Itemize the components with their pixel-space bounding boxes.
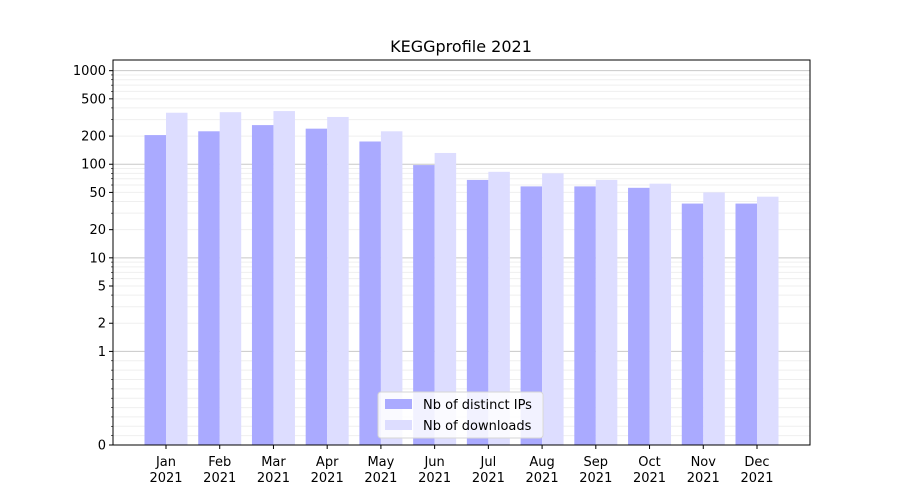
x-tick-label-month: Feb (208, 455, 231, 470)
bar-downloads-sep (595, 179, 618, 445)
y-tick-label: 500 (81, 92, 106, 107)
bar-downloads-dec (757, 196, 779, 445)
y-tick-label: 1 (98, 345, 106, 360)
bar-distinct-ips-jan (144, 135, 166, 445)
bar-downloads-jul (488, 171, 510, 445)
y-tick-label: 50 (89, 186, 106, 201)
bar-distinct-ips-nov (681, 203, 704, 445)
bar-distinct-ips-dec (735, 203, 757, 445)
bar-downloads-feb (219, 112, 242, 445)
x-tick-label-month: May (367, 455, 394, 470)
bar-downloads-apr (327, 116, 349, 446)
y-tick-label: 1000 (73, 64, 106, 79)
bar-distinct-ips-jul (466, 179, 489, 445)
x-tick-label-month: Oct (638, 455, 660, 470)
x-tick-label-year: 2021 (687, 471, 720, 486)
bar-distinct-ips-feb (198, 131, 220, 445)
bar-downloads-nov (703, 192, 725, 445)
x-tick-label-year: 2021 (149, 471, 182, 486)
x-tick-label-month: Dec (744, 455, 769, 470)
x-tick-label-month: Apr (316, 455, 339, 470)
x-tick-label-year: 2021 (364, 471, 397, 486)
bar-downloads-may (380, 131, 403, 445)
x-tick-label-year: 2021 (526, 471, 559, 486)
bar-distinct-ips-apr (305, 128, 328, 445)
chart-title: KEGGprofile 2021 (390, 37, 532, 56)
x-tick-label-month: Mar (261, 455, 286, 470)
y-tick-label: 20 (89, 223, 106, 238)
legend-swatch (385, 420, 412, 430)
x-tick-label-month: Jun (423, 455, 444, 470)
bar-distinct-ips-oct (628, 187, 650, 445)
legend-box (377, 391, 544, 439)
y-tick-label: 0 (98, 439, 106, 454)
x-tick-label-month: Aug (529, 455, 554, 470)
x-tick-label-year: 2021 (203, 471, 236, 486)
plot-frame (112, 59, 811, 446)
bar-downloads-jun (434, 152, 457, 445)
bar-distinct-ips-mar (251, 125, 274, 446)
y-tick-label: 2 (98, 317, 106, 332)
x-tick-label-year: 2021 (418, 471, 451, 486)
y-tick-label: 200 (81, 130, 106, 145)
legend: Nb of distinct IPs Nb of downloads (377, 391, 544, 439)
x-tick-label-year: 2021 (579, 471, 612, 486)
y-tick-label: 10 (89, 251, 106, 266)
x-tick-label-year: 2021 (472, 471, 505, 486)
x-tick-label-month: Sep (584, 455, 609, 470)
x-tick-label-month: Jul (480, 455, 497, 470)
y-tick-label: 100 (81, 158, 106, 173)
y-tick-label: 5 (98, 280, 106, 295)
bar-downloads-jan (166, 112, 188, 445)
bar-downloads-aug (542, 173, 564, 445)
x-axis: Jan2021Feb2021Mar2021Apr2021May2021Jun20… (149, 445, 774, 486)
x-tick-label-month: Jan (155, 455, 176, 470)
y-axis: 0 1 2 5 10 20 50 100 200 500 1000 (73, 64, 113, 454)
x-tick-label-year: 2021 (311, 471, 344, 486)
legend-label: Nb of downloads (423, 419, 532, 434)
bar-distinct-ips-jun (413, 165, 435, 445)
x-tick-label-year: 2021 (257, 471, 290, 486)
x-tick-label-month: Nov (691, 455, 717, 470)
bar-distinct-ips-sep (574, 186, 596, 445)
legend-swatch (385, 399, 412, 409)
bar-downloads-mar (273, 111, 295, 445)
legend-label: Nb of distinct IPs (423, 398, 532, 413)
bar-distinct-ips-may (359, 141, 381, 445)
bar-downloads-oct (649, 183, 672, 445)
bar-distinct-ips-aug (520, 186, 543, 445)
x-tick-label-year: 2021 (740, 471, 773, 486)
bars (144, 111, 779, 446)
x-tick-label-year: 2021 (633, 471, 666, 486)
